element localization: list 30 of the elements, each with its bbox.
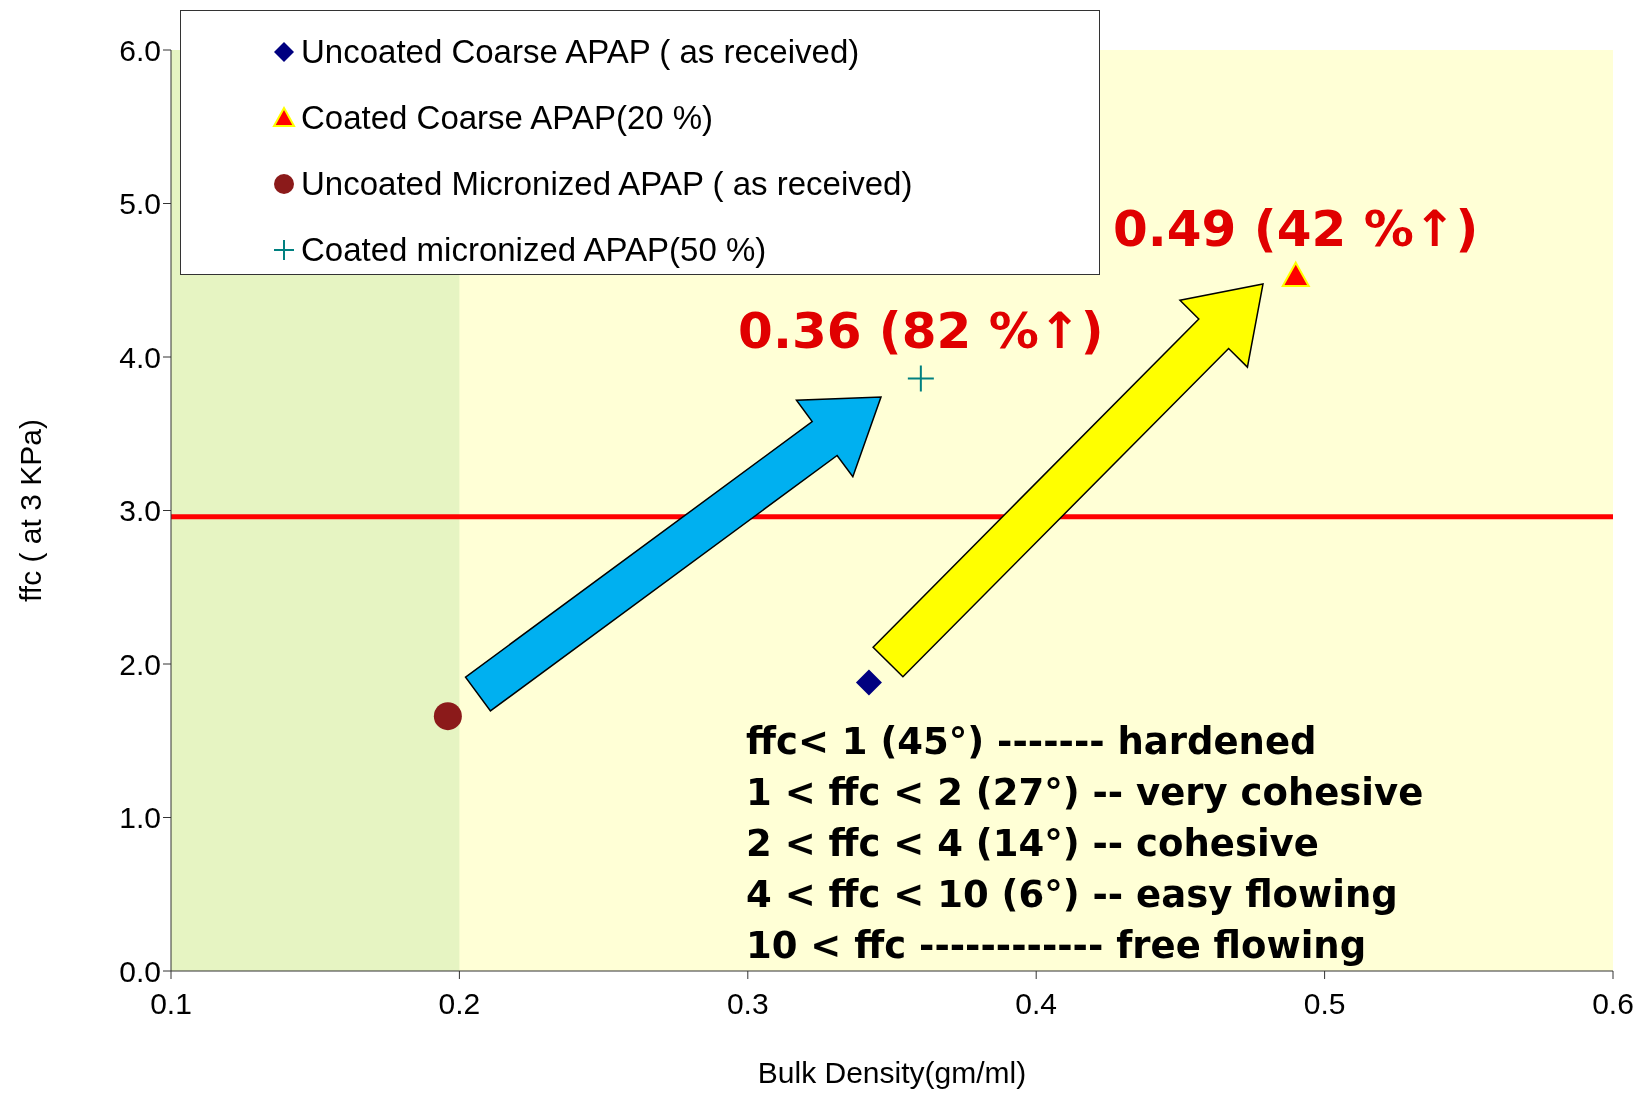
x-tick-label: 0.3 xyxy=(726,987,769,1021)
y-tick-label: 0.0 xyxy=(119,954,161,988)
x-tick-label: 0.5 xyxy=(1303,987,1346,1021)
legend-label: Coated Coarse APAP(20 %) xyxy=(301,99,714,137)
point xyxy=(433,702,462,731)
annotation: 4 < ffc < 10 (6°) -- easy flowing xyxy=(746,872,1399,918)
annotation: 0.36 (82 %↑) xyxy=(738,302,1104,361)
annotation: 2 < ffc < 4 (14°) -- cohesive xyxy=(746,821,1320,867)
annotation: 10 < ffc ------------ free flowing xyxy=(746,923,1368,969)
y-tick-label: 1.0 xyxy=(119,801,161,835)
y-tick-label: 5.0 xyxy=(119,187,161,221)
y-tick-label: 2.0 xyxy=(119,647,161,681)
legend-label: Uncoated Micronized APAP ( as received) xyxy=(301,165,913,203)
x-tick-label: 0.6 xyxy=(1592,987,1634,1021)
y-axis-title: ffc ( at 3 KPa) xyxy=(13,419,47,602)
x-tick-label: 0.2 xyxy=(438,987,481,1021)
y-tick-label: 4.0 xyxy=(119,340,161,374)
point xyxy=(907,365,934,392)
annotation: 0.49 (42 %↑) xyxy=(1113,199,1479,258)
legend-label: Coated micronized APAP(50 %) xyxy=(301,231,767,269)
point xyxy=(1281,261,1310,288)
x-axis-title: Bulk Density(gm/ml) xyxy=(757,1056,1027,1089)
annotation: 1 < ffc < 2 (27°) -- very cohesive xyxy=(746,770,1424,816)
annotation: ffc< 1 (45°) ------- hardened xyxy=(746,719,1318,765)
point xyxy=(855,669,882,696)
y-tick-label: 6.0 xyxy=(119,33,161,67)
x-tick-label: 0.4 xyxy=(1015,987,1058,1021)
y-tick-label: 3.0 xyxy=(119,494,161,528)
legend-label: Uncoated Coarse APAP ( as received) xyxy=(301,33,860,71)
x-tick-label: 0.1 xyxy=(150,987,192,1021)
